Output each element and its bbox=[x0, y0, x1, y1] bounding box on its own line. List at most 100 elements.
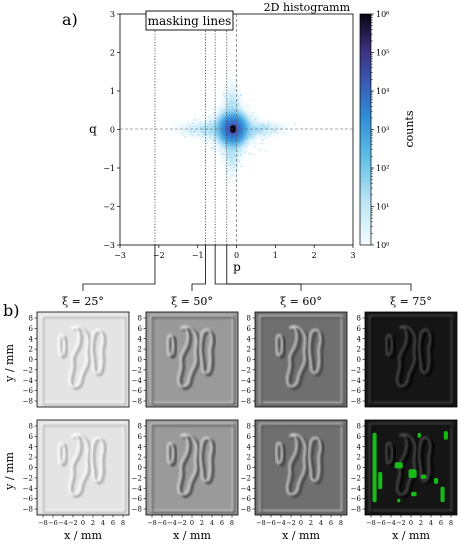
x-tick-label: −8 bbox=[256, 519, 266, 527]
x-tick-label: 8 bbox=[449, 519, 453, 527]
histogram-bin bbox=[244, 154, 246, 156]
histogram-bin bbox=[265, 150, 267, 153]
plate-border-light bbox=[150, 423, 234, 512]
y-tick-label: −2 bbox=[23, 366, 33, 374]
x-tick-label: 2 bbox=[91, 519, 95, 527]
y-tick-label: −6 bbox=[351, 387, 362, 395]
x-tick-label: −6 bbox=[157, 519, 167, 527]
x-tick-label: 4 bbox=[429, 519, 433, 527]
plate-border-light bbox=[369, 315, 453, 404]
y-tick-label: −4 bbox=[132, 377, 143, 385]
y-tick-label: −4 bbox=[241, 377, 252, 385]
x-tick-label: 0 bbox=[190, 519, 194, 527]
x-tick-label: −2 bbox=[153, 251, 165, 260]
image-background bbox=[146, 420, 238, 515]
image-background bbox=[37, 312, 129, 407]
y-tick-label: 2 bbox=[247, 454, 251, 462]
y-tick-label: 2 bbox=[138, 346, 142, 354]
histogram-bin bbox=[295, 123, 297, 125]
x-tick-label: 4 bbox=[210, 519, 214, 527]
relief-highlight bbox=[68, 325, 88, 388]
y-tick-label: 4 bbox=[138, 335, 143, 343]
relief-shadow bbox=[278, 336, 287, 359]
y-tick-label: 6 bbox=[138, 325, 143, 333]
x-tick-label: 3 bbox=[350, 251, 355, 260]
x-tick-label: 2 bbox=[309, 519, 313, 527]
relief-highlight bbox=[396, 325, 416, 388]
y-tick-label: −6 bbox=[132, 495, 143, 503]
masking-lines-box bbox=[145, 10, 234, 31]
x-tick-label: −6 bbox=[266, 519, 276, 527]
histogram-bin bbox=[235, 202, 237, 205]
x-tick-label: 0 bbox=[234, 251, 239, 260]
mask-region bbox=[434, 477, 439, 484]
x-tick-label: −2 bbox=[286, 519, 296, 527]
plate-border-light bbox=[369, 423, 453, 512]
x-tick-label: −6 bbox=[48, 519, 58, 527]
relief-shadow bbox=[289, 435, 310, 498]
xi-label-60: ξ = 60° bbox=[280, 295, 322, 308]
y-tick-label: −1 bbox=[103, 164, 115, 173]
x-tick-label: 8 bbox=[230, 519, 234, 527]
image-panel-r1-c3: −8 −6 −4 −2 0 2 4 6 8 bbox=[241, 311, 348, 408]
y-tick-label: 2 bbox=[110, 49, 115, 58]
y-tick-label: −6 bbox=[351, 495, 362, 503]
x-tick-label: 4 bbox=[101, 519, 105, 527]
mask-region bbox=[443, 431, 448, 440]
relief-shadow bbox=[71, 327, 92, 390]
relief-shadow bbox=[92, 330, 107, 377]
x-tick-label: −6 bbox=[376, 519, 386, 527]
colorbar-tick-label: 10⁵ bbox=[376, 49, 389, 58]
relief-shadow bbox=[201, 330, 216, 377]
relief-highlight bbox=[307, 328, 322, 374]
relief-highlight bbox=[198, 436, 213, 482]
image-background bbox=[255, 312, 347, 407]
y-tick-label: 4 bbox=[357, 335, 362, 343]
y-tick-label: 2 bbox=[29, 454, 33, 462]
histogram-title: 2D histogramm bbox=[264, 1, 351, 14]
x-tick-label: 2 bbox=[312, 251, 317, 260]
plate-border-light bbox=[41, 423, 125, 512]
plate-border-light bbox=[41, 315, 125, 404]
y-tick-label: 6 bbox=[29, 433, 34, 441]
relief-shadow bbox=[92, 438, 107, 485]
relief-shadow bbox=[399, 327, 420, 390]
histogram-xlabel: p bbox=[233, 260, 241, 274]
y-tick-label: 2 bbox=[247, 346, 251, 354]
relief-highlight bbox=[68, 433, 88, 496]
y-tick-label: −6 bbox=[241, 495, 252, 503]
connector-2 bbox=[191, 245, 206, 291]
y-tick-label: 8 bbox=[29, 423, 33, 431]
histogram-bin bbox=[249, 99, 252, 101]
relief-shadow bbox=[180, 435, 201, 498]
y-tick-label: 4 bbox=[29, 335, 34, 343]
x-tick-label: 0 bbox=[299, 519, 303, 527]
relief-highlight bbox=[396, 433, 416, 496]
row1-ylabel: y / mm bbox=[3, 344, 16, 383]
relief-highlight bbox=[417, 436, 432, 482]
colorbar-tick-label: 10¹ bbox=[376, 203, 389, 212]
y-tick-label: −8 bbox=[351, 506, 361, 514]
mask-region bbox=[440, 486, 445, 503]
relief-shadow bbox=[388, 336, 397, 359]
mask-region bbox=[417, 432, 421, 438]
plate-border-light bbox=[259, 423, 343, 512]
plate-border-dark bbox=[42, 424, 127, 514]
panel-b-label: b) bbox=[3, 301, 19, 320]
histogram-bin bbox=[253, 100, 255, 102]
image-background bbox=[365, 312, 457, 407]
relief-shadow bbox=[420, 330, 435, 377]
relief-shadow bbox=[60, 336, 69, 359]
y-tick-label: 8 bbox=[247, 315, 251, 323]
relief-shadow bbox=[180, 327, 201, 390]
colorbar-tick-label: 10³ bbox=[376, 126, 389, 135]
plate-border-dark bbox=[260, 424, 345, 514]
relief-shadow bbox=[278, 444, 287, 467]
relief-shadow bbox=[289, 327, 310, 390]
y-tick-label: 0 bbox=[110, 126, 115, 135]
x-tick-label: 6 bbox=[439, 519, 443, 527]
histogram-plot: 2D histogramm masking lines −3 −2 −1 0 1 2 3−3… bbox=[89, 1, 355, 274]
